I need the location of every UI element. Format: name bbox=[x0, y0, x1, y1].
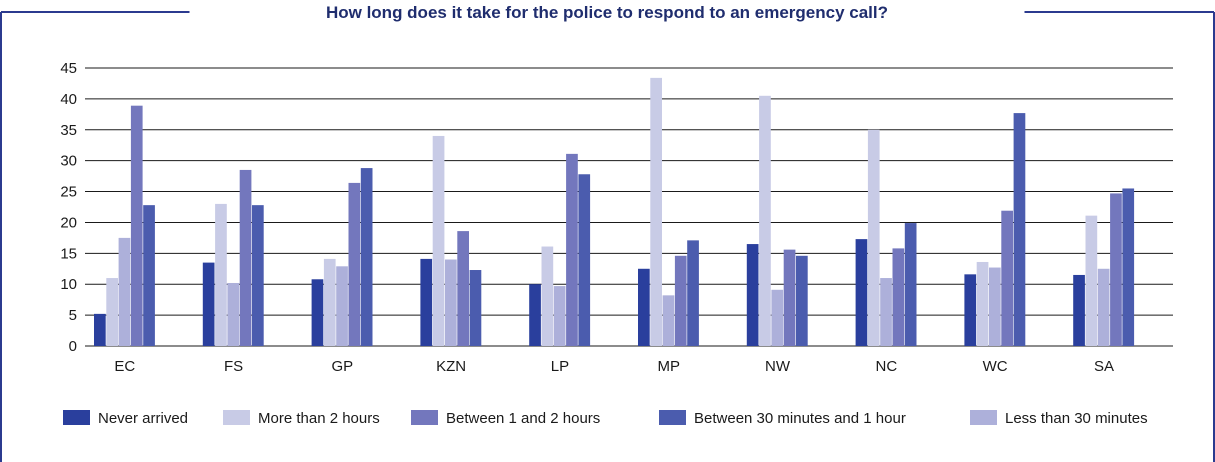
bar bbox=[964, 274, 976, 346]
legend-label: More than 2 hours bbox=[258, 410, 380, 427]
bar bbox=[759, 96, 771, 346]
bar bbox=[420, 259, 432, 346]
bar bbox=[747, 244, 759, 346]
bar bbox=[94, 314, 106, 346]
y-tick-label: 45 bbox=[60, 60, 77, 77]
bar bbox=[529, 284, 541, 346]
bar bbox=[675, 256, 687, 346]
bar bbox=[638, 269, 650, 346]
y-tick-label: 15 bbox=[60, 245, 77, 262]
bar bbox=[542, 247, 554, 346]
x-axis-ticks: EC FS GP KZN LP MP NW NC WC SA bbox=[114, 358, 1114, 375]
legend-label: Between 1 and 2 hours bbox=[446, 410, 600, 427]
chart-border bbox=[1, 12, 1214, 462]
bar bbox=[1086, 216, 1098, 346]
x-tick-label: WC bbox=[983, 358, 1008, 375]
x-tick-label: MP bbox=[658, 358, 681, 375]
bar bbox=[361, 168, 373, 346]
bar bbox=[1098, 269, 1110, 346]
x-tick-label: NW bbox=[765, 358, 791, 375]
legend-swatch bbox=[659, 410, 686, 425]
bar bbox=[856, 239, 868, 346]
bar bbox=[349, 183, 361, 346]
bar bbox=[227, 283, 239, 346]
bar bbox=[470, 270, 482, 346]
bar bbox=[977, 262, 989, 346]
legend-swatch bbox=[411, 410, 438, 425]
y-tick-label: 5 bbox=[69, 307, 77, 324]
bar bbox=[989, 268, 1001, 346]
x-tick-label: NC bbox=[876, 358, 898, 375]
legend: Never arrived More than 2 hours Between 1 … bbox=[63, 410, 1148, 427]
y-tick-label: 25 bbox=[60, 184, 77, 201]
bar bbox=[771, 290, 783, 346]
y-tick-label: 30 bbox=[60, 153, 77, 170]
y-axis-ticks: 0 5 10 15 20 25 30 35 40 45 bbox=[60, 60, 77, 355]
y-tick-label: 40 bbox=[60, 91, 77, 108]
bar bbox=[312, 279, 324, 346]
y-tick-label: 0 bbox=[69, 338, 77, 355]
bar bbox=[893, 248, 905, 346]
bar bbox=[143, 205, 155, 346]
bar bbox=[905, 223, 917, 346]
x-tick-label: EC bbox=[114, 358, 135, 375]
legend-label: Between 30 minutes and 1 hour bbox=[694, 410, 906, 427]
bar bbox=[880, 278, 892, 346]
x-tick-label: LP bbox=[551, 358, 569, 375]
bar bbox=[433, 136, 445, 346]
y-tick-label: 20 bbox=[60, 214, 77, 231]
bar bbox=[215, 204, 227, 346]
bar bbox=[578, 174, 590, 346]
bar bbox=[868, 130, 880, 346]
x-tick-label: FS bbox=[224, 358, 243, 375]
bar bbox=[324, 259, 336, 346]
bar bbox=[252, 205, 264, 346]
bar bbox=[566, 154, 578, 346]
bar bbox=[650, 78, 662, 346]
legend-swatch bbox=[970, 410, 997, 425]
bar bbox=[1001, 211, 1013, 346]
bar bbox=[106, 278, 118, 346]
bar bbox=[663, 295, 675, 346]
bar bbox=[1122, 188, 1134, 346]
bar bbox=[784, 250, 796, 346]
bar bbox=[131, 106, 143, 346]
x-tick-label: GP bbox=[332, 358, 354, 375]
bar bbox=[445, 260, 457, 346]
bar bbox=[1014, 113, 1026, 346]
bar bbox=[796, 256, 808, 346]
x-tick-label: SA bbox=[1094, 358, 1114, 375]
bar bbox=[119, 238, 131, 346]
bar bbox=[1110, 193, 1122, 346]
legend-swatch bbox=[63, 410, 90, 425]
bar bbox=[457, 231, 469, 346]
bar bbox=[336, 266, 348, 346]
chart-title: How long does it take for the police to … bbox=[326, 3, 888, 22]
bar bbox=[203, 263, 215, 346]
bar bbox=[554, 286, 566, 346]
bar bbox=[687, 240, 699, 346]
legend-label: Never arrived bbox=[98, 410, 188, 427]
legend-label: Less than 30 minutes bbox=[1005, 410, 1148, 427]
legend-swatch bbox=[223, 410, 250, 425]
y-tick-label: 10 bbox=[60, 276, 77, 293]
x-tick-label: KZN bbox=[436, 358, 466, 375]
y-tick-label: 35 bbox=[60, 122, 77, 139]
bars bbox=[94, 78, 1134, 346]
bar bbox=[1073, 275, 1085, 346]
bar bbox=[240, 170, 252, 346]
